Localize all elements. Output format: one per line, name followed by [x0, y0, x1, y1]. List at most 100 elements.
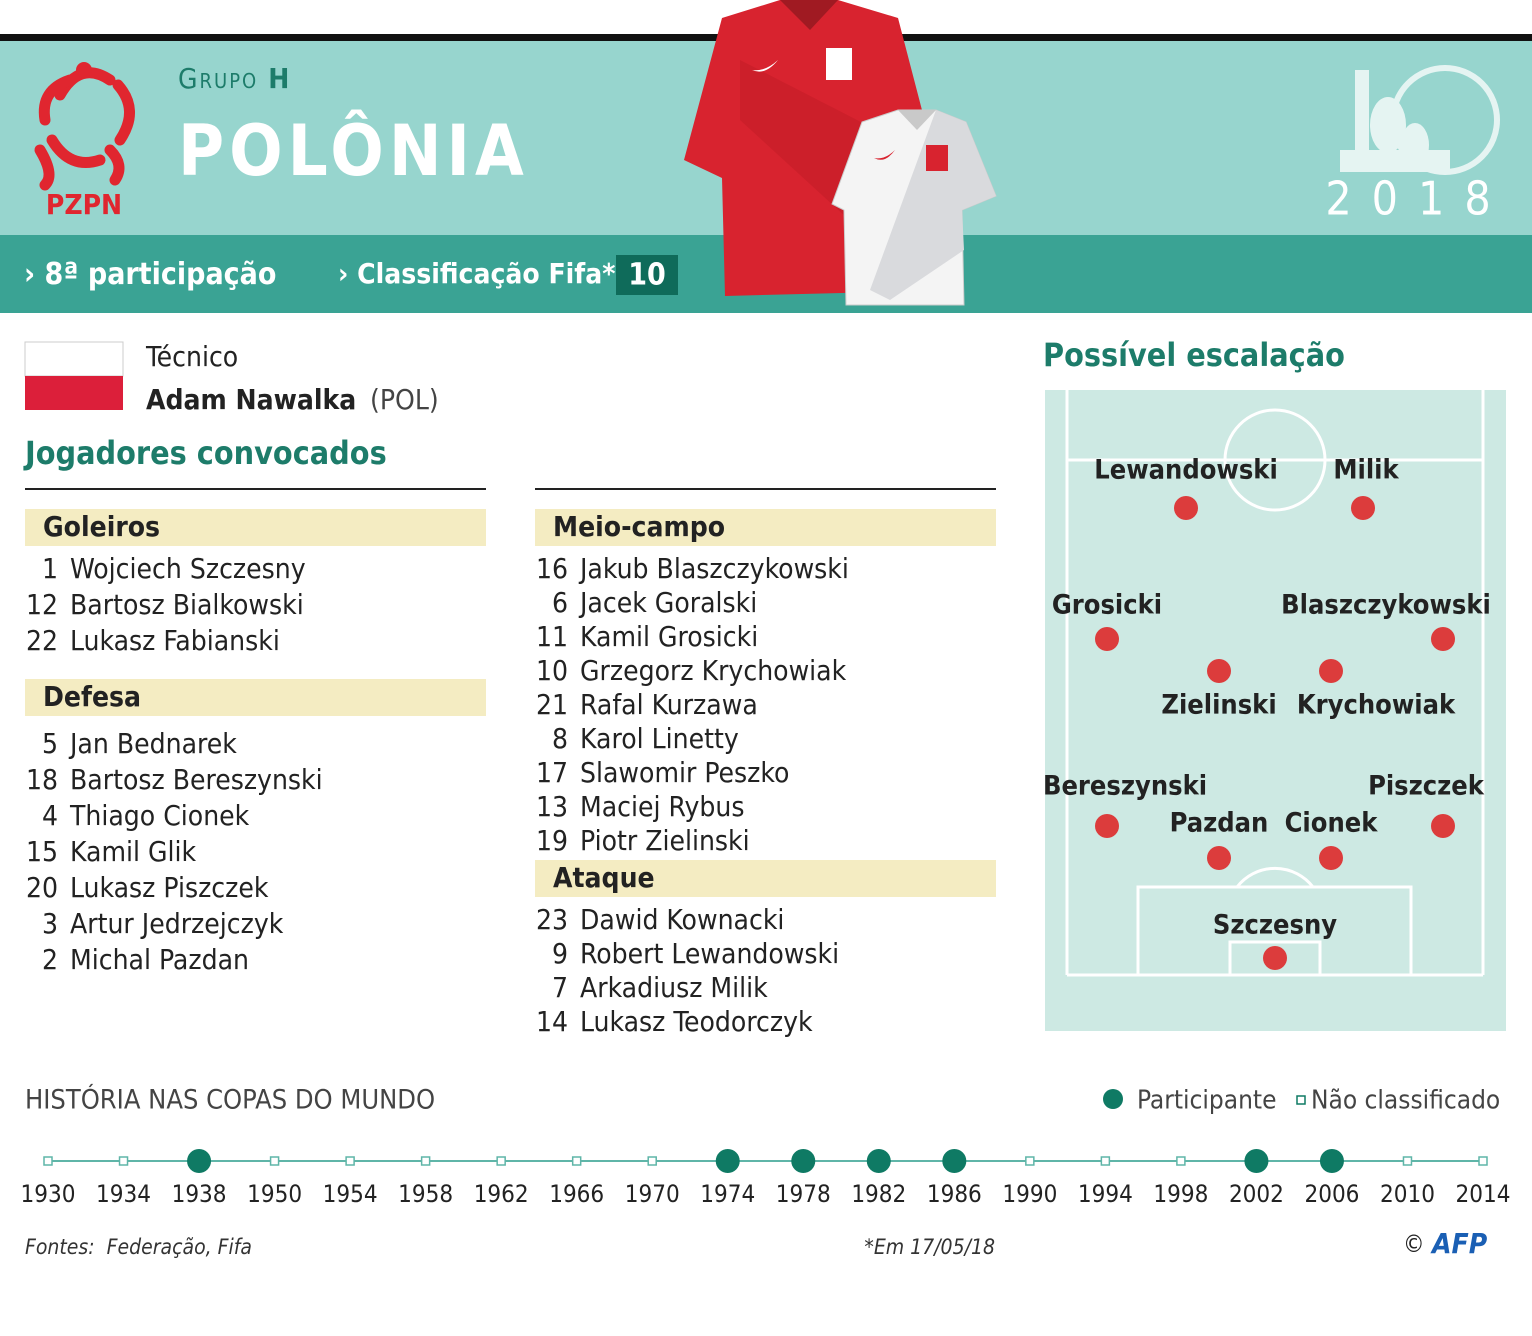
- player-name: Michal Pazdan: [70, 943, 249, 976]
- player-number: 14: [536, 1005, 568, 1038]
- position-bar: [535, 860, 996, 897]
- player-name: Kamil Grosicki: [580, 620, 758, 653]
- player-dot: [1095, 814, 1119, 838]
- year-label: 1934: [96, 1180, 151, 1208]
- cup-emblem: [1340, 65, 1500, 175]
- player-number: 7: [552, 971, 568, 1004]
- group-word: Grupo: [178, 62, 258, 95]
- participation: 8ª participação: [45, 257, 277, 292]
- player-label: Krychowiak: [1297, 690, 1456, 721]
- chevron: ›: [24, 257, 45, 292]
- year-label: 1950: [247, 1180, 302, 1208]
- player-dot: [1319, 659, 1343, 683]
- player-dot: [1174, 496, 1198, 520]
- year-label: 1982: [851, 1180, 906, 1208]
- player-dot: [1351, 496, 1375, 520]
- chevron: ›: [338, 257, 357, 290]
- player-dot: [1207, 659, 1231, 683]
- player-label: Cionek: [1285, 808, 1379, 839]
- participated-dot: [1319, 1149, 1344, 1173]
- not-qualified-square: [647, 1156, 657, 1166]
- player-number: 12: [26, 588, 58, 621]
- squad-list: Goleiros 1 Wojciech Szczesny 12 Bartosz Bial…: [25, 509, 996, 1038]
- player-label: Zielinski: [1161, 690, 1276, 721]
- player-name: Maciej Rybus: [580, 790, 745, 823]
- player-name: Rafal Kurzawa: [580, 688, 758, 721]
- player-name: Grzegorz Krychowiak: [580, 654, 847, 687]
- player-name: Artur Jedrzejczyk: [70, 907, 284, 940]
- player-dot: [1431, 627, 1455, 651]
- player-name: Bartosz Bereszynski: [70, 763, 323, 796]
- pitch: [1045, 390, 1506, 1031]
- copyright: ©: [1403, 1230, 1425, 1258]
- player-number: 21: [536, 688, 568, 721]
- fifa-rank-box: [616, 255, 678, 295]
- player-name: Jan Bednarek: [68, 727, 237, 760]
- position-bar: [25, 509, 486, 546]
- player-dot: [1095, 627, 1119, 651]
- player-label: Blaszczykowski: [1281, 590, 1491, 621]
- player-number: 5: [42, 727, 58, 760]
- player-label: Grosicki: [1052, 590, 1162, 621]
- player-name: Dawid Kownacki: [580, 903, 784, 936]
- fifa-line: › Classificação Fifa*: [338, 257, 615, 290]
- position-name: Defesa: [43, 680, 141, 713]
- legend-not-qualified: Não classificado: [1311, 1086, 1500, 1116]
- player-number: 19: [536, 824, 568, 857]
- player-number: 4: [42, 799, 58, 832]
- player-name: Kamil Glik: [70, 835, 197, 868]
- player-number: 8: [552, 722, 568, 755]
- player-number: 15: [26, 835, 58, 868]
- player-label: Szczesny: [1213, 910, 1337, 941]
- player-name: Lukasz Fabianski: [70, 624, 280, 657]
- coach-label: Técnico: [145, 340, 238, 373]
- year-label: 1994: [1078, 1180, 1133, 1208]
- player-dot: [1207, 846, 1231, 870]
- player-number: 1: [42, 552, 58, 585]
- player-number: 3: [42, 907, 58, 940]
- group-label: Grupo H: [178, 62, 291, 95]
- player-number: 17: [536, 756, 568, 789]
- agency: AFP: [1430, 1227, 1488, 1260]
- player-number: 2: [42, 943, 58, 976]
- position-name: Meio-campo: [553, 510, 725, 543]
- legend-participant: Participante: [1137, 1086, 1276, 1116]
- legend-participant-dot: [1103, 1089, 1123, 1109]
- participated-dot: [942, 1149, 967, 1173]
- year-label: 1930: [21, 1180, 76, 1208]
- not-qualified-square: [571, 1156, 582, 1166]
- position-bar: [535, 509, 996, 546]
- player-dot: [1431, 814, 1455, 838]
- fifa-label: Classificação Fifa*: [357, 257, 615, 290]
- team-name: POLÔNIA: [178, 110, 529, 192]
- legend-not-qualified-square: [1296, 1095, 1306, 1105]
- year-label: 2010: [1380, 1180, 1435, 1208]
- year-label: 1958: [398, 1180, 453, 1208]
- player-name: Thiago Cionek: [69, 799, 250, 832]
- not-qualified-square: [345, 1156, 355, 1166]
- year-label: 1986: [927, 1180, 982, 1208]
- player-name: Lukasz Teodorczyk: [580, 1005, 813, 1038]
- not-qualified-square: [1176, 1156, 1186, 1166]
- group-letter: H: [268, 62, 291, 95]
- player-name: Arkadiusz Milik: [580, 971, 768, 1004]
- player-number: 6: [552, 586, 568, 619]
- not-qualified-square: [118, 1156, 129, 1166]
- player-number: 23: [536, 903, 568, 936]
- participated-dot: [1244, 1149, 1269, 1173]
- year-label: 2014: [1456, 1180, 1511, 1208]
- year-label: 1962: [474, 1180, 529, 1208]
- year-label: 1954: [323, 1180, 378, 1208]
- participated-dot: [791, 1149, 816, 1173]
- history-title: HISTÓRIA NAS COPAS DO MUNDO: [25, 1084, 435, 1116]
- player-number: 22: [26, 624, 58, 657]
- player-name: Karol Linetty: [580, 722, 739, 755]
- player-label: Pazdan: [1170, 808, 1269, 839]
- away-jersey: [831, 109, 997, 306]
- year-label: 1990: [1002, 1180, 1057, 1208]
- player-label: Milik: [1333, 455, 1399, 486]
- year-label: 2006: [1304, 1180, 1359, 1208]
- player-dot: [1263, 946, 1287, 970]
- cup-year: 2018: [1325, 172, 1510, 226]
